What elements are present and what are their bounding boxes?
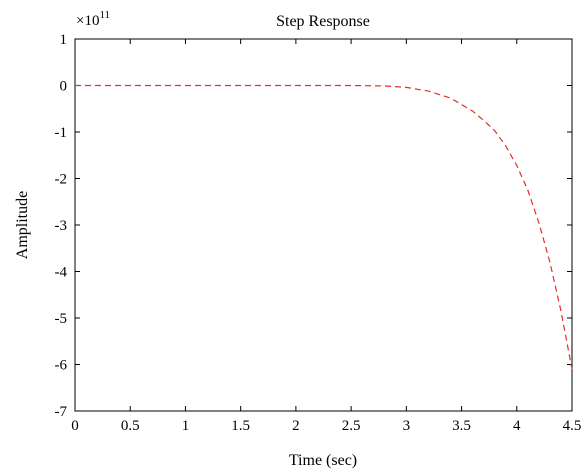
y-tick-label-8: -7 (55, 404, 68, 420)
x-tick-label-5: 2.5 (342, 418, 361, 434)
x-tick-label-4: 2 (292, 418, 300, 434)
series-line-0 (75, 84, 573, 370)
chart-title: Step Response (276, 13, 370, 30)
x-tick-label-0: 0 (71, 418, 79, 434)
y-tick-label-4: -3 (55, 218, 68, 234)
y-exponent: ×1011 (76, 9, 110, 29)
series-layer (75, 84, 573, 370)
plot-area (74, 38, 573, 412)
x-tick-label-1: 0.5 (121, 418, 140, 434)
x-axis-label: Time (sec) (289, 452, 357, 469)
y-tick-label-6: -5 (55, 311, 68, 327)
y-tick-label-2: -1 (55, 125, 68, 141)
tick-labels: 0 0.5 1 1.5 2 2.5 3 3.5 4 4.5 1 0 -1 -2 -3 -4 -5 -6 -7 (55, 32, 582, 434)
x-tick-label-7: 3.5 (452, 418, 471, 434)
y-tick-label-5: -4 (55, 265, 68, 281)
x-tick-label-6: 3 (403, 418, 411, 434)
x-tick-label-3: 1.5 (231, 418, 250, 434)
x-tick-label-2: 1 (182, 418, 190, 434)
y-exponent-power: 11 (99, 9, 110, 21)
x-tick-label-8: 4 (513, 418, 521, 434)
y-tick-label-7: -6 (55, 358, 68, 374)
y-tick-label-0: 1 (60, 32, 68, 48)
y-tick-label-3: -2 (55, 172, 68, 188)
y-axis-label: Amplitude (14, 191, 31, 259)
x-tick-label-9: 4.5 (563, 418, 582, 434)
y-tick-label-1: 0 (60, 79, 68, 95)
